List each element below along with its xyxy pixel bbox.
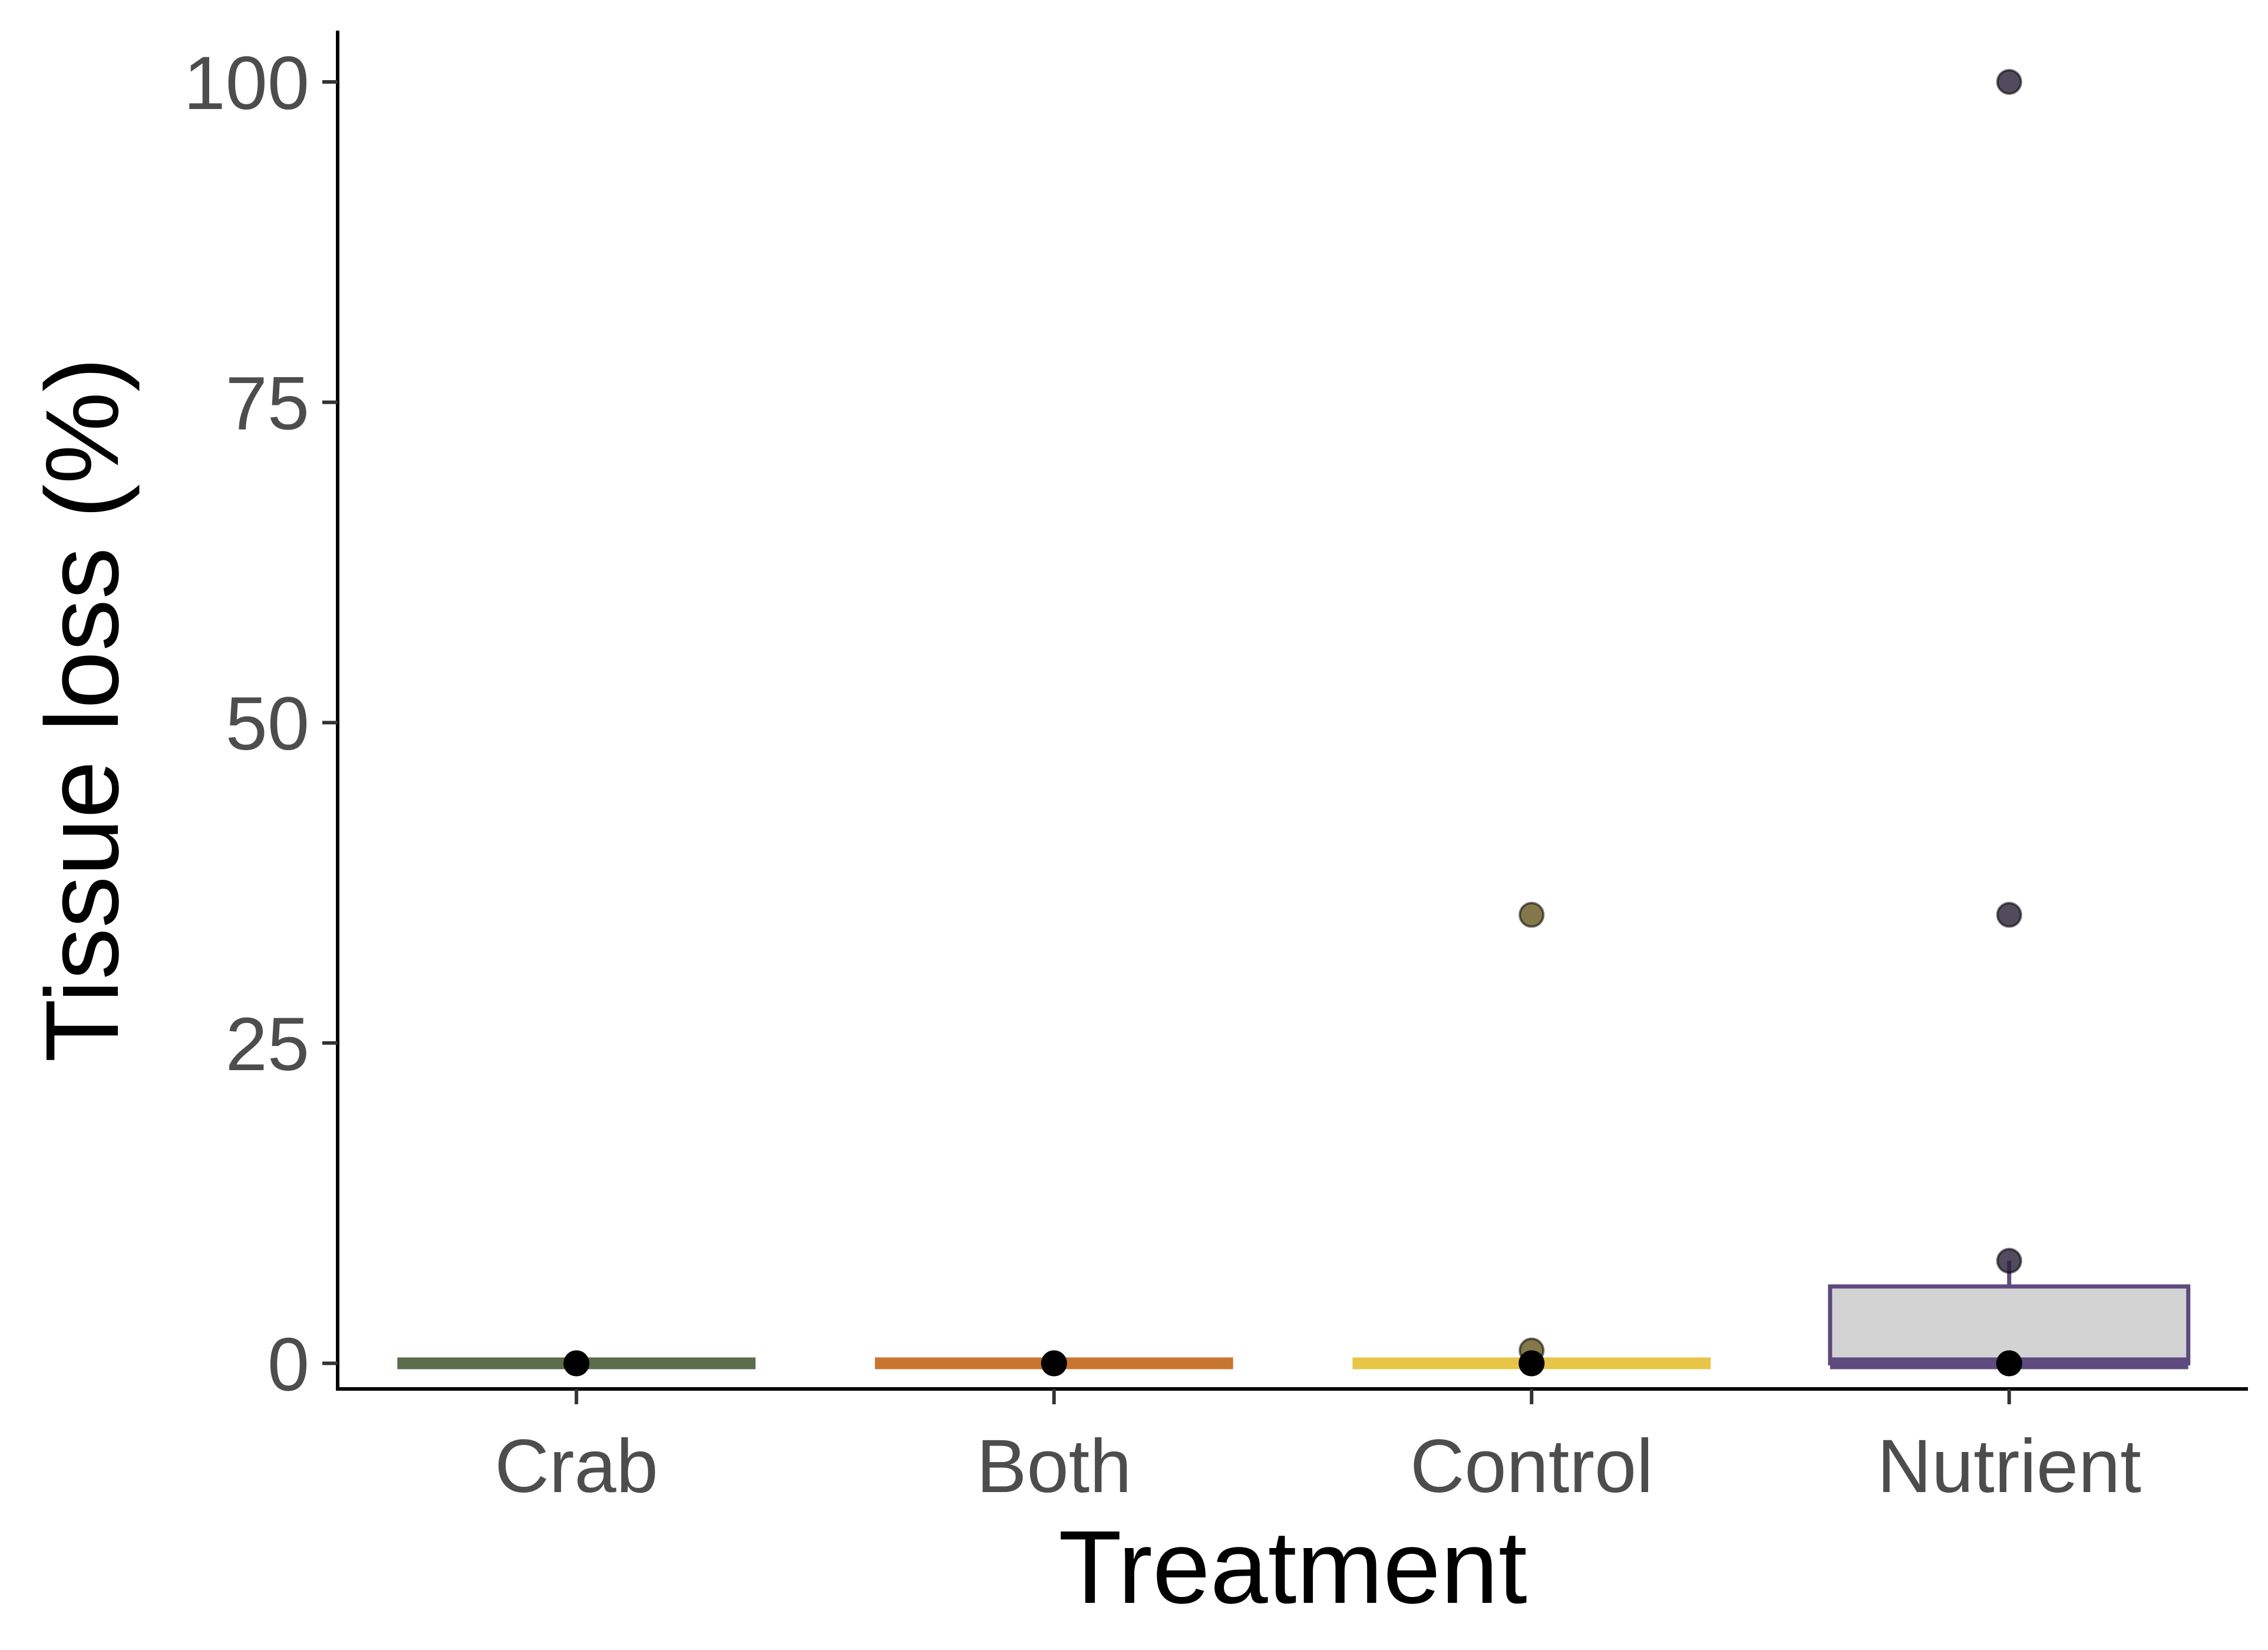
x-tick-label: Control bbox=[1410, 1424, 1653, 1509]
y-tick-label: 25 bbox=[226, 1002, 309, 1087]
data-point bbox=[1996, 1248, 2022, 1274]
y-axis-title: Tissue loss (%) bbox=[25, 357, 140, 1062]
data-point-shade bbox=[1997, 903, 2021, 927]
data-point bbox=[1996, 68, 2022, 95]
y-axis-ticks: 0 25 50 75 100 bbox=[183, 41, 338, 1407]
y-tick-label: 50 bbox=[226, 682, 309, 766]
data-point bbox=[1518, 902, 1545, 928]
mean-point bbox=[1518, 1350, 1545, 1377]
axes bbox=[336, 31, 2248, 1391]
mean-point bbox=[563, 1350, 590, 1377]
data-point bbox=[1996, 902, 2022, 928]
data-point-shade bbox=[1520, 903, 1544, 927]
mean-point bbox=[1996, 1350, 2022, 1377]
plot-area bbox=[397, 68, 2191, 1377]
mean-point bbox=[1041, 1350, 1067, 1377]
x-tick-label: Nutrient bbox=[1877, 1424, 2141, 1509]
x-tick-label: Crab bbox=[495, 1424, 658, 1509]
x-axis-title: Treatment bbox=[1058, 1510, 1527, 1625]
y-tick-label: 75 bbox=[226, 362, 309, 446]
y-tick-label: 0 bbox=[268, 1323, 309, 1407]
box-group-crab bbox=[397, 1350, 756, 1377]
box-group-both bbox=[874, 1350, 1233, 1377]
data-point-shade bbox=[1997, 70, 2021, 94]
box-group-nutrient bbox=[1828, 68, 2191, 1377]
y-tick-label: 100 bbox=[183, 41, 309, 126]
data-point-shade bbox=[1997, 1249, 2021, 1273]
box-group-control bbox=[1352, 902, 1711, 1377]
x-axis-ticks: Crab Both Control Nutrient bbox=[495, 1389, 2141, 1509]
x-tick-label: Both bbox=[976, 1424, 1131, 1509]
